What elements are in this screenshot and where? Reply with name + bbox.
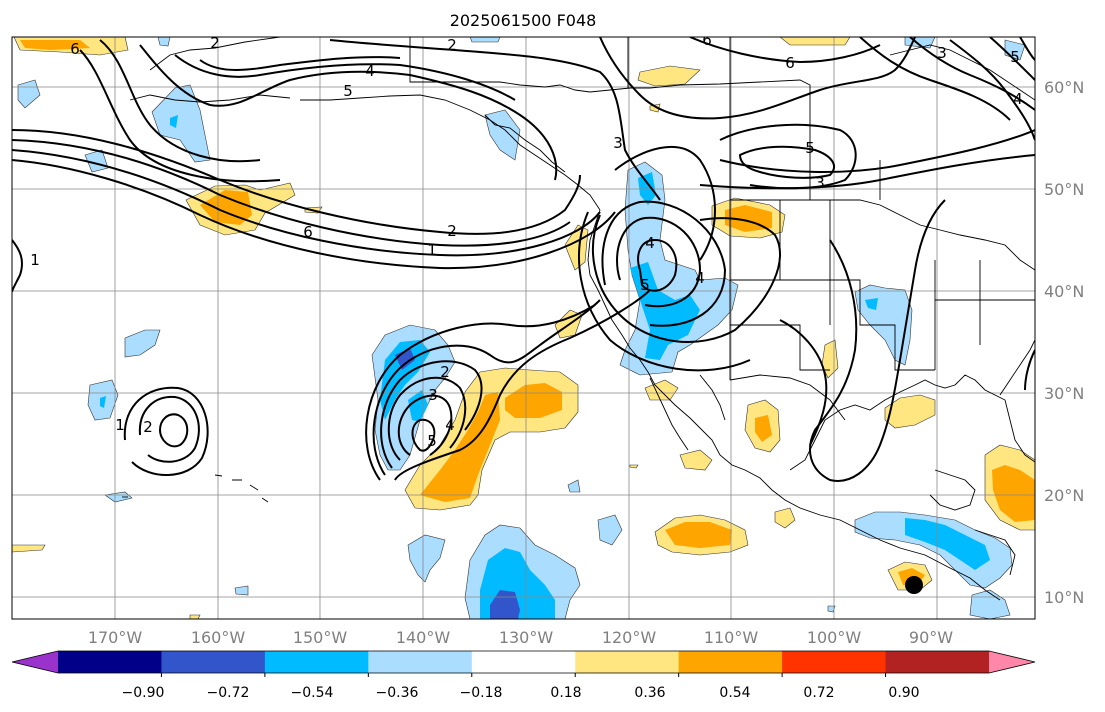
lon-label: 160°W	[191, 628, 246, 647]
colorbar-segment	[58, 651, 162, 673]
colorbar-tick-label: −0.90	[122, 685, 165, 701]
lat-label: 60°N	[1044, 78, 1084, 97]
storm-center-marker	[905, 576, 923, 594]
colorbar-tick-label: −0.18	[460, 685, 503, 701]
colorbar-segment	[782, 651, 887, 673]
contour-label: 5	[805, 139, 815, 157]
contour-label: 3	[937, 44, 947, 62]
contour-label: 1	[30, 251, 40, 269]
lon-label: 100°W	[807, 628, 862, 647]
colorbar-extend-max	[989, 651, 1035, 673]
contour-label: 4	[1013, 90, 1023, 108]
contour-label: 5	[640, 276, 650, 294]
shaded-anomaly-field	[12, 37, 1035, 619]
colorbar-segment	[264, 651, 369, 673]
contour-label: 2	[143, 418, 153, 436]
map-frame	[11, 36, 1036, 620]
colorbar-tick-label: −0.36	[376, 685, 419, 701]
colorbar-extend-min	[12, 651, 58, 673]
latitude-labels: 60°N 50°N 40°N 30°N 20°N 10°N	[1044, 78, 1084, 607]
contour-label: 1	[427, 241, 437, 259]
lon-label: 120°W	[602, 628, 657, 647]
height-anomaly-contours	[12, 37, 1035, 482]
colorbar-tick-labels: −0.90 −0.72 −0.54 −0.36 −0.18 0.18 0.36 …	[122, 685, 920, 701]
longitude-labels: 170°W 160°W 150°W 140°W 130°W 120°W 110°…	[88, 628, 953, 647]
contour-label: 2	[210, 34, 220, 52]
contour-label: 3	[815, 174, 825, 192]
lat-label: 40°N	[1044, 282, 1084, 301]
lon-label: 140°W	[396, 628, 451, 647]
contour-label: 5	[343, 82, 353, 100]
contour-label: 6	[70, 40, 80, 58]
colorbar-tick-label: 0.18	[550, 685, 581, 701]
colorbar-segment	[885, 651, 990, 673]
lat-label: 10°N	[1044, 588, 1084, 607]
map-area: 6 2 4 5 2 6 6 3 5 4 5 3 3 6 2 1 1 4 5 4 …	[12, 31, 1035, 619]
lon-label: 90°W	[909, 628, 953, 647]
lat-label: 20°N	[1044, 486, 1084, 505]
contour-label: 5	[427, 432, 437, 450]
contour-label: 2	[447, 36, 457, 54]
colorbar-segment	[471, 651, 576, 673]
contour-label: 3	[428, 386, 438, 404]
contour-label: 4	[445, 416, 455, 434]
contour-label: 4	[645, 234, 655, 252]
colorbar-tick-label: 0.36	[634, 685, 665, 701]
coastlines-and-borders	[122, 37, 1035, 601]
contour-label: 5	[1010, 48, 1020, 66]
contour-label: 6	[785, 54, 795, 72]
colorbar-outline	[11, 650, 1036, 674]
map-title: 2025061500 F048	[450, 11, 597, 30]
contour-label: 6	[702, 31, 712, 49]
colorbar-tick-label: −0.72	[207, 685, 250, 701]
contour-label: 6	[303, 223, 313, 241]
lat-label: 50°N	[1044, 180, 1084, 199]
colorbar-segment	[368, 651, 473, 673]
contour-label: 4	[365, 62, 375, 80]
contour-label: 2	[447, 222, 457, 240]
lon-label: 130°W	[499, 628, 554, 647]
colorbar-tick-label: 0.54	[719, 685, 750, 701]
lat-label: 30°N	[1044, 384, 1084, 403]
lon-label: 150°W	[293, 628, 348, 647]
colorbar-segment	[678, 651, 783, 673]
colorbar-segment	[575, 651, 680, 673]
lat-lon-gridlines	[12, 37, 1035, 619]
colorbar	[11, 650, 1036, 677]
lon-label: 110°W	[704, 628, 759, 647]
colorbar-segment	[161, 651, 266, 673]
contour-label: 4	[695, 269, 705, 287]
contour-label: 1	[115, 416, 125, 434]
contour-label: 3	[613, 134, 623, 152]
contour-labels: 6 2 4 5 2 6 6 3 5 4 5 3 3 6 2 1 1 4 5 4 …	[30, 31, 1023, 450]
colorbar-tick-label: 0.90	[888, 685, 919, 701]
lon-label: 170°W	[88, 628, 143, 647]
colorbar-tick-label: −0.54	[291, 685, 334, 701]
colorbar-tick-label: 0.72	[803, 685, 834, 701]
contour-label: 2	[440, 363, 450, 381]
